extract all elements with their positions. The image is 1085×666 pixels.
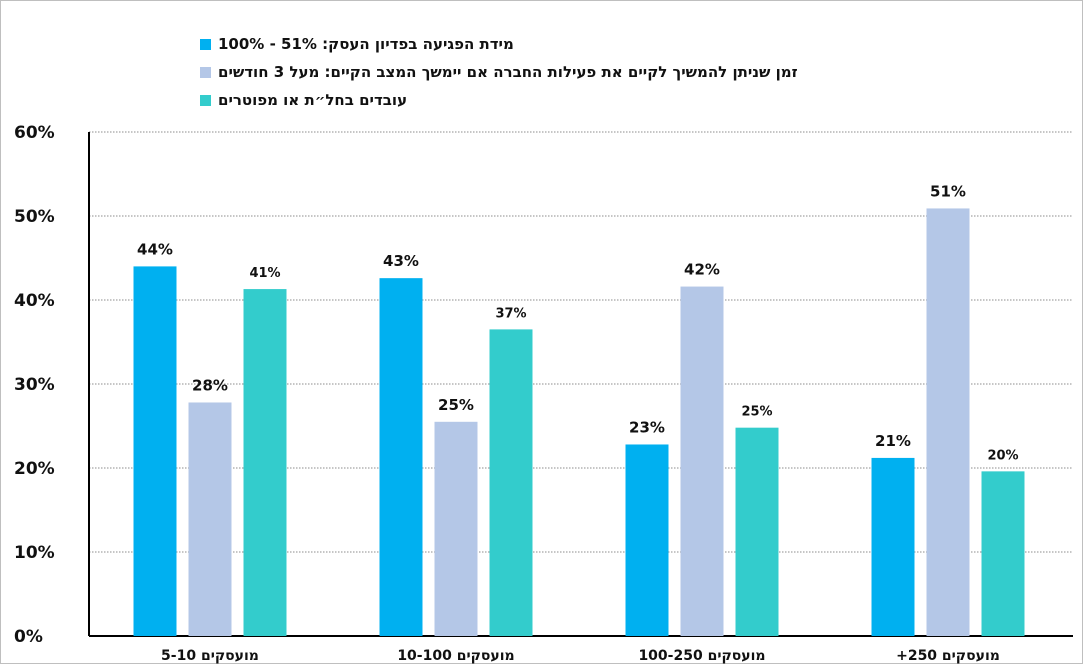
x-tick-label: מועסקים 250+	[896, 648, 1000, 664]
y-tick-label: 60%	[14, 123, 55, 143]
bar	[926, 208, 970, 636]
legend-item-duration: זמן שניתן להמשיך לקיים את פעילות החברה א…	[200, 58, 800, 86]
bar	[871, 457, 915, 636]
x-tick-label: מועסקים 100-250	[638, 648, 765, 664]
data-label: 41%	[249, 266, 280, 281]
chart-legend: מידת הפגיעה בפדיון העסק: 51% - 100% זמן …	[200, 30, 800, 114]
bar	[981, 471, 1025, 636]
data-label: 43%	[383, 252, 419, 270]
y-tick-label: 50%	[14, 207, 55, 227]
data-label: 28%	[192, 376, 228, 394]
legend-item-layoffs: עובדים בחל״ת או מפוטרים	[200, 86, 800, 114]
bar	[434, 421, 478, 636]
legend-label-duration: זמן שניתן להמשיך לקיים את פעילות החברה א…	[218, 63, 798, 81]
data-label: 51%	[930, 182, 966, 200]
y-tick-label: 0%	[14, 627, 43, 647]
y-tick-label: 10%	[14, 543, 55, 563]
x-tick-label: מועסקים 10-100	[397, 648, 514, 664]
legend-label-layoffs: עובדים בחל״ת או מפוטרים	[218, 91, 408, 109]
bar	[489, 329, 533, 636]
bar	[188, 402, 232, 636]
data-label: 20%	[987, 448, 1018, 463]
legend-swatch-layoffs	[200, 94, 211, 106]
bar	[243, 289, 287, 636]
data-label: 42%	[684, 261, 720, 279]
bar	[133, 266, 177, 636]
legend-swatch-impact	[200, 38, 211, 50]
x-tick-label: מועסקים 5-10	[161, 648, 259, 664]
legend-item-impact: מידת הפגיעה בפדיון העסק: 51% - 100%	[200, 30, 800, 58]
data-label: 44%	[137, 240, 173, 258]
data-label: 21%	[875, 432, 911, 450]
bar	[379, 278, 423, 636]
bar	[625, 444, 669, 636]
data-label: 23%	[629, 418, 665, 436]
y-tick-label: 40%	[14, 291, 55, 311]
data-label: 37%	[495, 306, 526, 321]
bar	[680, 286, 724, 636]
y-tick-label: 20%	[14, 459, 55, 479]
bar	[735, 427, 779, 636]
y-tick-label: 30%	[14, 375, 55, 395]
legend-label-impact: מידת הפגיעה בפדיון העסק: 51% - 100%	[218, 35, 514, 53]
data-label: 25%	[741, 405, 772, 420]
legend-swatch-duration	[200, 66, 211, 78]
data-label: 25%	[438, 396, 474, 414]
